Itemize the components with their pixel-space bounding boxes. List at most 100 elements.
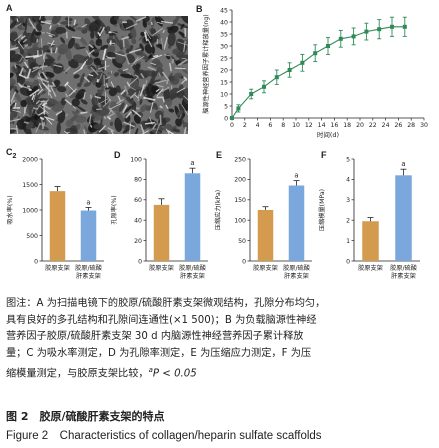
y-axis-title: 孔隙率(%) (110, 195, 118, 224)
sem-pore (178, 31, 187, 38)
sem-pore (76, 123, 81, 130)
sem-fiber (183, 95, 188, 101)
sem-pore (71, 23, 79, 29)
sem-pore (39, 16, 44, 21)
sem-pore (73, 74, 80, 79)
sem-pore (56, 86, 67, 93)
sem-fiber (125, 23, 138, 30)
sem-pore (117, 69, 127, 75)
sem-pore (172, 128, 181, 133)
sem-fiber (89, 124, 93, 128)
sem-fiber (168, 62, 172, 72)
y-tick-label: 60 (134, 197, 142, 204)
sem-fiber (24, 43, 29, 47)
x-tick-label: 22 (369, 122, 377, 129)
sem-pore (153, 102, 159, 111)
sem-fiber (161, 38, 164, 51)
sem-pore (167, 72, 173, 80)
sem-pore (21, 27, 27, 31)
sem-fiber (149, 117, 153, 125)
sem-fiber (108, 31, 112, 34)
y-tick-label: 5 (224, 103, 228, 110)
sem-fiber (109, 30, 118, 35)
x-category-label: 胶原/硫酸 (75, 264, 102, 272)
y-tick-label: 1000 (22, 207, 38, 214)
sem-pore (174, 72, 183, 79)
sem-fiber (72, 105, 77, 109)
sem-pore (140, 52, 149, 61)
sem-fiber (38, 83, 43, 89)
sem-fiber (181, 105, 188, 116)
sem-fiber (46, 32, 56, 36)
sem-pore (135, 63, 141, 70)
panel-label-c-sub: 2 (12, 152, 17, 160)
sem-fiber (71, 36, 81, 39)
sem-pore (71, 98, 80, 107)
sem-fiber (17, 82, 24, 89)
sem-pore (97, 88, 104, 97)
sem-fiber (49, 85, 57, 97)
x-category-label: 肝素支架 (391, 272, 416, 280)
sem-fiber (41, 118, 44, 127)
sem-fiber (122, 39, 125, 48)
sem-fiber (128, 48, 142, 54)
sem-fiber (14, 102, 17, 108)
x-category-label: 胶原支架 (45, 264, 70, 272)
caption-line-1: 图注：A 为扫描电镜下的胶原/硫酸肝素支架微观结构，孔隙分布均匀， (6, 298, 326, 309)
sem-pore (171, 17, 179, 27)
sem-fiber (183, 76, 188, 81)
sem-fiber (143, 31, 148, 42)
y-tick-label: 0 (242, 258, 246, 265)
sem-pore (74, 42, 80, 50)
sem-pore (75, 27, 86, 31)
figure-caption: 图注：A 为扫描电镜下的胶原/硫酸肝素支架微观结构，孔隙分布均匀， 具有良好的多… (6, 296, 434, 383)
sem-fiber (35, 100, 41, 105)
caption-sig-marker: a (148, 366, 153, 375)
sem-fiber (37, 76, 50, 84)
y-tick-label: 2000 (22, 156, 38, 163)
sem-fiber (110, 70, 113, 74)
sem-fiber (103, 115, 107, 120)
sem-pore (10, 72, 14, 79)
caption-line-5: 缩模量测定，与胶原支架比较，aP < 0.05 (6, 362, 434, 383)
sem-pore (163, 87, 170, 100)
x-tick-label: 30 (420, 122, 428, 129)
sem-pore (67, 37, 75, 49)
y-tick-label: 20 (134, 238, 142, 245)
sem-fiber (159, 114, 162, 126)
y-tick-label: 0 (224, 115, 228, 122)
sem-fiber (41, 49, 46, 63)
sem-fiber (42, 82, 52, 93)
sem-pore (163, 124, 173, 132)
sem-pore (104, 86, 112, 90)
sem-fiber (98, 98, 108, 105)
sem-pore (113, 72, 120, 77)
x-category-label: 肝素支架 (76, 272, 101, 280)
sem-fiber (44, 116, 53, 125)
panel-label-b: B (196, 4, 203, 14)
sem-pore (99, 129, 108, 134)
panel-label-d: D (114, 150, 121, 160)
sem-pore (176, 110, 184, 117)
x-category-label: 肝素支架 (284, 272, 309, 280)
sem-pore (180, 113, 186, 121)
sem-fiber (73, 19, 77, 26)
sem-pore (36, 23, 42, 32)
chart-d-porosity: 0 20 40 60 80 100 孔隙率(%) 胶原支架 a 胶原/硫酸肝素支架 (110, 156, 208, 280)
sem-fiber (165, 128, 170, 134)
significance-marker: a (294, 172, 298, 180)
sem-fiber (128, 76, 139, 86)
sem-fiber (90, 66, 99, 76)
sem-pore (65, 119, 74, 128)
sem-fiber (149, 102, 154, 113)
sem-fiber (23, 121, 29, 125)
y-tick-label: 20 (220, 67, 228, 74)
sem-pore (140, 31, 145, 37)
sem-pore (83, 81, 92, 87)
sem-fiber (134, 74, 139, 78)
sem-pore (91, 104, 99, 112)
sem-pore (47, 98, 58, 105)
sem-fiber (162, 29, 165, 34)
y-tick-label: 0 (138, 258, 142, 265)
sem-fiber (176, 87, 186, 93)
